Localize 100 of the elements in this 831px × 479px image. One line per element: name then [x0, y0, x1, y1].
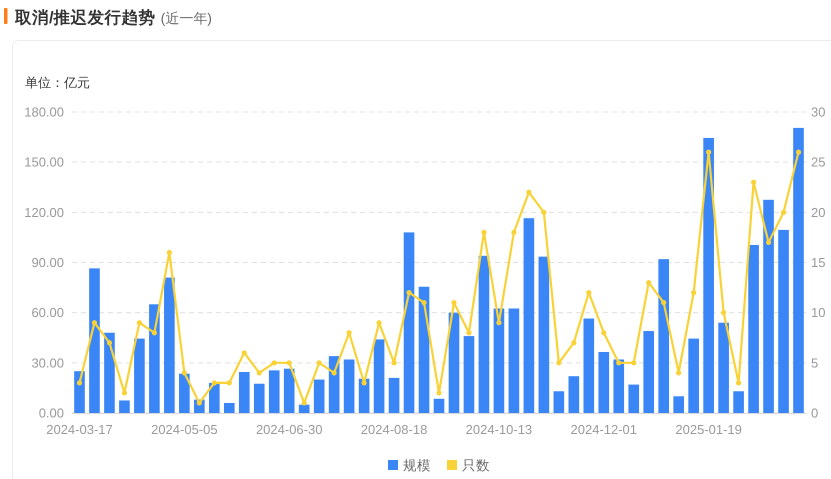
- bar: [793, 128, 804, 413]
- x-tick-label: 2024-10-13: [466, 422, 532, 437]
- bar: [538, 256, 550, 413]
- bar: [328, 356, 340, 413]
- point: [796, 150, 802, 155]
- bar: [434, 398, 444, 413]
- point: [182, 370, 187, 376]
- point: [750, 180, 756, 185]
- point: [631, 360, 636, 366]
- y2-tick-label: 0: [811, 406, 818, 421]
- y2-tick-label: 15: [811, 255, 826, 270]
- bar: [89, 268, 100, 413]
- bar: [374, 339, 384, 413]
- bar: [613, 359, 624, 413]
- y2-tick-label: 20: [811, 204, 826, 220]
- bar: [628, 384, 640, 413]
- bar: [268, 370, 280, 413]
- point: [376, 320, 382, 326]
- bar: [688, 338, 699, 413]
- bar: [418, 286, 430, 413]
- point: [556, 360, 562, 366]
- bar: [448, 312, 460, 413]
- x-tick-label: 2024-08-18: [360, 422, 428, 437]
- y-tick-label: 150.00: [24, 154, 64, 170]
- bar: [583, 318, 594, 413]
- y2-tick-label: 5: [811, 355, 818, 370]
- bar: [703, 138, 714, 413]
- point: [256, 370, 262, 376]
- point: [92, 320, 98, 326]
- bar: [763, 200, 774, 413]
- point: [212, 380, 217, 386]
- y2-tick-label: 25: [811, 154, 826, 170]
- point: [226, 380, 232, 386]
- point: [496, 320, 502, 326]
- x-tick-label: 2025-01-19: [675, 422, 742, 437]
- chart-title: 取消/推迟发行趋势: [14, 8, 156, 27]
- point: [362, 380, 367, 386]
- point: [481, 230, 487, 235]
- point: [691, 290, 696, 296]
- bar: [104, 332, 115, 413]
- bar: [733, 391, 744, 413]
- bar: [254, 384, 265, 413]
- bar: [718, 322, 729, 413]
- chart-subtitle: (近一年): [160, 10, 212, 26]
- point: [166, 250, 172, 256]
- bar: [643, 331, 654, 413]
- point: [316, 360, 322, 366]
- point: [511, 230, 516, 235]
- bar: [298, 404, 310, 413]
- point: [721, 310, 726, 316]
- bar: [149, 304, 160, 413]
- bar: [494, 308, 504, 413]
- y2-tick-label: 10: [811, 305, 826, 320]
- point: [272, 360, 277, 366]
- x-tick-label: 2024-05-05: [151, 422, 218, 437]
- bar: [238, 372, 250, 413]
- bar: [404, 232, 414, 413]
- point: [196, 400, 202, 406]
- bar: [598, 352, 610, 413]
- bar: [778, 230, 789, 413]
- point: [242, 350, 247, 356]
- point: [616, 360, 622, 366]
- bar: [748, 244, 759, 413]
- bar: [344, 359, 354, 413]
- point: [676, 370, 682, 376]
- bar: [478, 256, 490, 413]
- point: [332, 370, 337, 376]
- y-tick-label: 180.00: [24, 104, 64, 120]
- bar: [658, 259, 670, 413]
- y-tick-label: 30.00: [31, 355, 64, 370]
- point: [76, 380, 82, 386]
- bar: [388, 378, 400, 413]
- bar: [358, 378, 370, 413]
- point: [451, 300, 457, 306]
- point: [406, 290, 412, 296]
- bar: [224, 402, 235, 413]
- x-tick-label: 2024-12-01: [570, 422, 638, 437]
- bar: [284, 368, 295, 413]
- point: [466, 330, 472, 336]
- point: [541, 210, 546, 215]
- y-tick-label: 0.00: [38, 406, 64, 421]
- point: [706, 150, 712, 155]
- point: [286, 360, 292, 366]
- point: [136, 320, 142, 326]
- point: [391, 360, 397, 366]
- legend-label: 只数: [462, 458, 490, 473]
- point: [346, 330, 352, 336]
- point: [780, 210, 786, 215]
- x-tick-label: 2024-03-17: [46, 422, 113, 437]
- point: [106, 340, 112, 346]
- point: [526, 190, 532, 195]
- point: [571, 340, 576, 346]
- point: [152, 330, 157, 336]
- legend-label: 规模: [403, 458, 431, 473]
- bar: [74, 371, 85, 413]
- bar: [119, 400, 130, 413]
- y-axis-title: 单位：亿元: [25, 75, 90, 90]
- bar: [568, 376, 580, 413]
- bar: [673, 396, 684, 413]
- bar: [508, 308, 520, 413]
